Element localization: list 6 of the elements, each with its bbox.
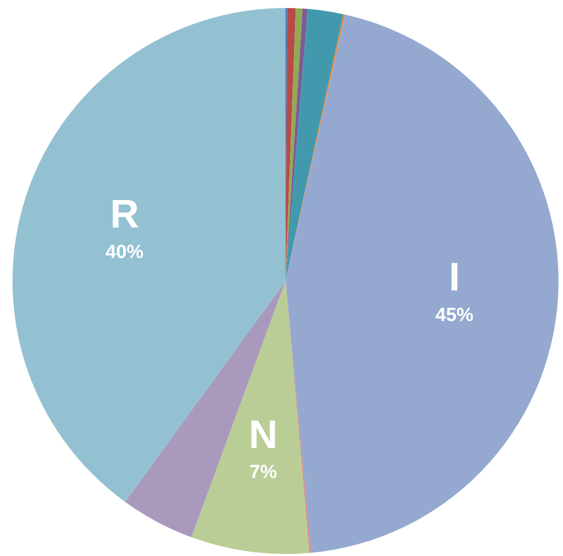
- data-label: 45%: [435, 304, 474, 326]
- slice-label: I: [448, 256, 460, 300]
- slice-label: N: [248, 412, 278, 457]
- data-label: 40%: [106, 242, 144, 263]
- slice-label: R: [110, 192, 140, 237]
- data-label: 7%: [249, 462, 278, 484]
